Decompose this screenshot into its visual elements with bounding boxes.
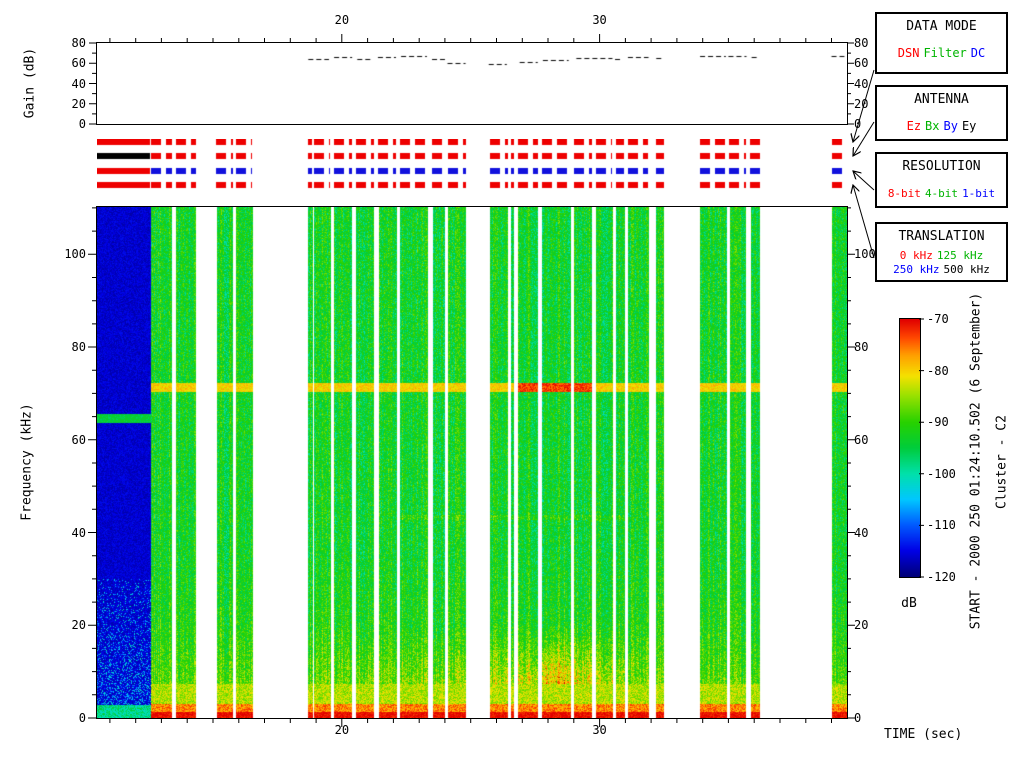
colorbar-canvas: [900, 319, 920, 577]
legend-item-1bit: 1-bit: [962, 187, 996, 200]
legend-items: Ez Bx By Ey: [877, 119, 1006, 133]
gain-tick-label-left: 0: [78, 117, 86, 131]
legend-item-4bit: 4-bit: [924, 187, 959, 200]
gain-tick-label-left: 40: [71, 76, 86, 91]
legend-title: RESOLUTION: [902, 159, 981, 174]
legend-items: DSN Filter DC: [877, 46, 1006, 60]
frequency-axis-label: Frequency (kHz): [19, 403, 35, 521]
colorbar-frame: [899, 318, 921, 578]
gain-plot-frame: [96, 42, 848, 125]
time-tick-label-top: 30: [592, 13, 607, 27]
time-tick-label-bottom: 20: [334, 723, 350, 737]
status-bars-canvas: [97, 139, 847, 189]
legend-item-dc: DC: [970, 46, 986, 60]
legend-items: 0 kHz 125 kHz 250 kHz 500 kHz: [877, 249, 1006, 277]
legend-title: DATA MODE: [906, 19, 977, 34]
time-tick-label-top: 20: [334, 13, 350, 27]
colorbar-tick-label: -100: [927, 466, 956, 481]
legend-item-500khz: 500 kHz: [943, 263, 990, 276]
legend-item-250khz: 250 kHz: [893, 263, 940, 276]
colorbar-tick-label: -70: [927, 312, 949, 326]
colorbar-tick-label: -90: [927, 415, 949, 430]
legend-data-mode: DATA MODE DSN Filter DC: [875, 12, 1008, 74]
spacecraft-text: Cluster - C2: [994, 415, 1010, 509]
legend-item-by: By: [943, 119, 958, 133]
legend-translation: TRANSLATION 0 kHz 125 kHz 250 kHz 500 kHz: [875, 222, 1008, 282]
spectrogram-canvas: [97, 207, 847, 718]
legend-item-125khz: 125 kHz: [936, 249, 984, 262]
legend-items: 8-bit 4-bit 1-bit: [877, 187, 1006, 200]
gain-tick-label-left: 60: [71, 56, 86, 71]
gain-tick-label-left: 80: [71, 36, 86, 50]
freq-tick-label-right: 20: [854, 618, 869, 633]
legend-item-dsn: DSN: [897, 46, 920, 60]
legend-title: TRANSLATION: [898, 229, 985, 244]
colorbar-units-label: dB: [901, 596, 917, 611]
legend-item-bx: Bx: [925, 119, 940, 133]
gain-tick-label-left: 20: [71, 96, 86, 111]
legend-title: ANTENNA: [914, 92, 969, 107]
freq-tick-label-left: 40: [71, 525, 86, 540]
colorbar-tick-label: -110: [927, 518, 956, 533]
freq-tick-label-left: 0: [78, 711, 86, 725]
gain-line-canvas: [97, 43, 847, 124]
legend-resolution: RESOLUTION 8-bit 4-bit 1-bit: [875, 152, 1008, 208]
legend-item-ez: Ez: [906, 119, 922, 133]
freq-tick-label-left: 80: [71, 340, 86, 355]
start-time-text: START - 2000 250 01:24:10.502 (6 Septemb…: [968, 292, 984, 630]
freq-tick-label-right: 0: [854, 711, 862, 725]
legend-antenna: ANTENNA Ez Bx By Ey: [875, 85, 1008, 141]
freq-tick-label-left: 60: [71, 432, 86, 447]
freq-tick-label-left: 100: [64, 247, 86, 262]
legend-item-ey: Ey: [961, 119, 977, 133]
freq-tick-label-left: 20: [71, 618, 86, 633]
legend-item-filter: Filter: [923, 46, 967, 60]
time-tick-label-bottom: 30: [592, 723, 607, 737]
colorbar-tick-label: -120: [927, 570, 956, 584]
legend-item-8bit: 8-bit: [887, 187, 921, 200]
colorbar-tick-label: -80: [927, 363, 949, 378]
freq-tick-label-right: 40: [854, 525, 869, 540]
time-axis-label: TIME (sec): [884, 727, 963, 742]
spectrogram-frame: [96, 206, 848, 719]
legend-item-0khz: 0 kHz: [899, 249, 933, 262]
freq-tick-label-right: 80: [854, 340, 869, 355]
freq-tick-label-right: 60: [854, 432, 869, 447]
gain-axis-label: Gain (dB): [22, 47, 38, 119]
